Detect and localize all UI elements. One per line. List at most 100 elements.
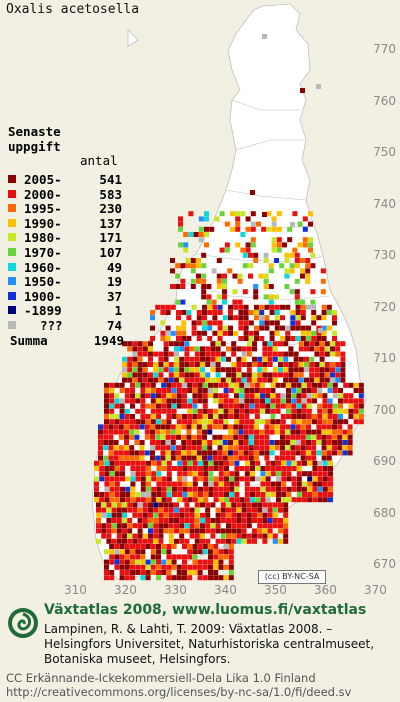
- occurrence-cell: [218, 476, 224, 482]
- occurrence-cell: [330, 372, 335, 378]
- occurrence-cell: [166, 544, 172, 549]
- occurrence-cell: [168, 538, 174, 544]
- occurrence-cell: [304, 356, 309, 362]
- occurrence-cell: [132, 351, 138, 357]
- occurrence-cell: [197, 564, 203, 570]
- occurrence-cell: [217, 320, 223, 326]
- occurrence-cell: [198, 460, 203, 466]
- occurrence-cell: [165, 424, 171, 430]
- occurrence-cell: [118, 455, 124, 461]
- occurrence-cell: [307, 481, 313, 487]
- occurrence-cell: [99, 466, 105, 471]
- occurrence-cell: [150, 388, 156, 393]
- occurrence-cell: [338, 388, 343, 393]
- occurrence-cell: [226, 518, 231, 523]
- occurrence-cell: [218, 575, 224, 581]
- occurrence-cell: [179, 507, 185, 513]
- occurrence-cell: [296, 408, 302, 414]
- occurrence-cell: [291, 419, 297, 425]
- occurrence-cell: [203, 497, 209, 503]
- occurrence-cell: [213, 554, 219, 560]
- occurrence-cell: [132, 538, 138, 544]
- legend-label: ???: [40, 318, 63, 333]
- occurrence-cell: [332, 429, 337, 435]
- occurrence-cell: [208, 460, 214, 466]
- occurrence-cell: [307, 486, 313, 492]
- occurrence-cell: [267, 372, 273, 378]
- occurrence-cell: [161, 419, 167, 425]
- occurrence-cell: [119, 419, 125, 425]
- occurrence-cell: [301, 398, 307, 404]
- occurrence-cell: [150, 429, 155, 435]
- occurrence-cell: [257, 507, 263, 513]
- occurrence-cell: [259, 434, 265, 440]
- occurrence-cell: [295, 315, 301, 321]
- occurrence-cell: [306, 419, 312, 425]
- occurrence-cell: [291, 403, 297, 409]
- occurrence-cell: [111, 507, 117, 513]
- occurrence-cell: [135, 570, 141, 575]
- occurrence-cell: [222, 455, 228, 461]
- occurrence-cell: [239, 466, 245, 471]
- occurrence-cell: [171, 398, 177, 404]
- occurrence-cell: [135, 460, 141, 466]
- occurrence-cell: [293, 351, 299, 357]
- occurrence-cell: [135, 393, 141, 399]
- occurrence-cell: [314, 351, 320, 357]
- occurrence-cell: [262, 34, 267, 39]
- occurrence-cell: [243, 440, 249, 445]
- occurrence-cell: [171, 564, 177, 570]
- occurrence-cell: [184, 341, 190, 347]
- occurrence-cell: [127, 372, 133, 378]
- occurrence-cell: [179, 367, 185, 373]
- occurrence-cell: [213, 486, 219, 492]
- occurrence-cell: [142, 512, 148, 518]
- occurrence-cell: [340, 377, 346, 383]
- occurrence-cell: [215, 356, 221, 362]
- occurrence-cell: [229, 481, 235, 487]
- occurrence-cell: [187, 382, 193, 388]
- occurrence-cell: [229, 471, 235, 477]
- occurrence-cell: [285, 304, 291, 310]
- occurrence-cell: [254, 325, 259, 331]
- legend-label: 1990-: [24, 215, 62, 231]
- occurrence-cell: [109, 466, 115, 471]
- occurrence-cell: [161, 408, 167, 414]
- occurrence-cell: [319, 356, 325, 362]
- occurrence-cell: [248, 440, 254, 445]
- occurrence-cell: [254, 424, 259, 430]
- occurrence-cell: [223, 393, 229, 399]
- cc-license-badge[interactable]: (cc) BY-NC-SA: [258, 570, 326, 584]
- occurrence-cell: [309, 346, 315, 352]
- occurrence-cell: [196, 310, 202, 315]
- occurrence-cell: [192, 570, 198, 575]
- occurrence-cell: [150, 549, 156, 555]
- occurrence-cell: [219, 247, 225, 253]
- occurrence-cell: [153, 538, 159, 544]
- occurrence-cell: [234, 393, 239, 399]
- occurrence-cell: [104, 486, 110, 492]
- occurrence-cell: [204, 226, 209, 232]
- occurrence-cell: [151, 471, 157, 477]
- occurrence-cell: [274, 330, 280, 336]
- occurrence-cell: [153, 528, 159, 534]
- occurrence-cell: [144, 434, 150, 440]
- occurrence-cell: [135, 408, 141, 414]
- occurrence-cell: [332, 414, 338, 419]
- occurrence-cell: [226, 502, 231, 508]
- occurrence-cell: [321, 330, 327, 336]
- occurrence-cell: [194, 523, 200, 529]
- occurrence-cell: [311, 330, 317, 336]
- occurrence-cell: [109, 398, 115, 404]
- occurrence-cell: [276, 460, 281, 466]
- occurrence-cell: [241, 523, 247, 529]
- occurrence-cell: [150, 570, 156, 575]
- occurrence-cell: [114, 476, 120, 482]
- occurrence-cell: [158, 512, 164, 518]
- footer-title[interactable]: Växtatlas 2008, www.luomus.fi/vaxtatlas: [44, 602, 367, 618]
- occurrence-cell: [125, 486, 131, 492]
- occurrence-cell: [156, 549, 161, 555]
- license-line2[interactable]: http://creativecommons.org/licenses/by-n…: [6, 685, 352, 699]
- occurrence-cell: [151, 460, 157, 466]
- occurrence-cell: [171, 403, 177, 409]
